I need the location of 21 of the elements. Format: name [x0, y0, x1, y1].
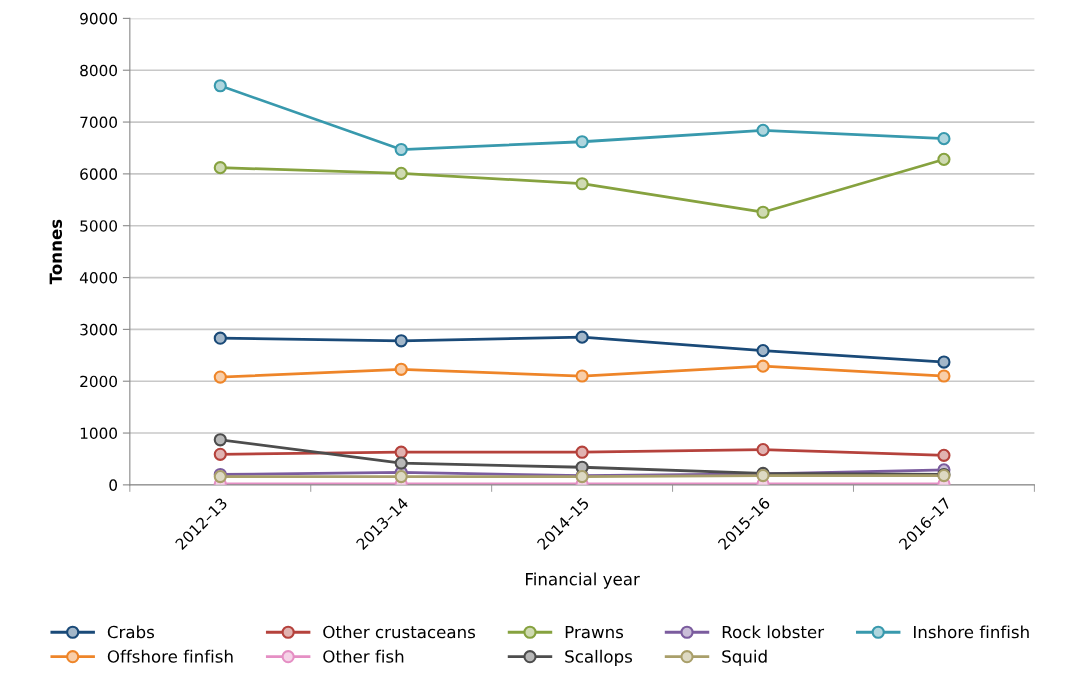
- y-tick-label: 1000: [80, 427, 118, 440]
- legend-label: Crabs: [107, 625, 155, 639]
- legend-label: Scallops: [565, 649, 633, 666]
- y-tick-label: 4000: [79, 272, 118, 284]
- legend-label: Offshore finfish: [107, 649, 233, 663]
- y-tick-label: 3000: [80, 323, 118, 336]
- y-tick-label: 0: [109, 479, 118, 491]
- legend-label: Rock lobster: [722, 625, 825, 639]
- legend-label: Squid: [722, 649, 767, 666]
- legend-label: Other fish: [323, 649, 404, 663]
- y-tick-label: 6000: [80, 168, 118, 180]
- y-tick-label: 2000: [80, 375, 118, 388]
- y-tick-label: 5000: [80, 220, 118, 232]
- y-tick-label: 8000: [80, 64, 118, 77]
- x-axis-title: Financial year: [526, 572, 640, 589]
- legend-label: Prawns: [565, 625, 624, 639]
- y-tick-label: 9000: [80, 12, 118, 25]
- legend-label: Inshore finfish: [914, 625, 1029, 639]
- y-tick-label: 7000: [80, 116, 118, 129]
- legend-label: Other crustaceans: [323, 625, 476, 639]
- y-axis-title: Tonnes: [49, 219, 63, 285]
